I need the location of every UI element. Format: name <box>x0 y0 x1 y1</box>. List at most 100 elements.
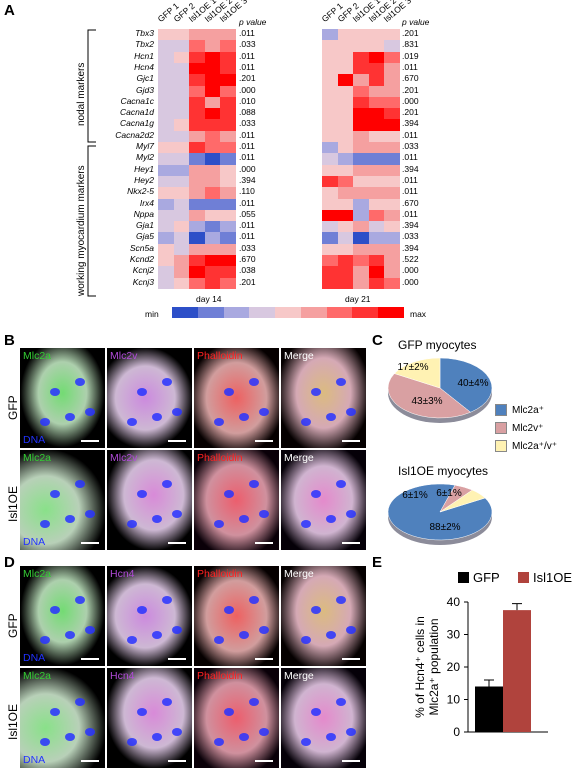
heatmap-cell <box>337 96 353 109</box>
heatmap-cell <box>322 164 338 177</box>
scale-bar <box>342 760 360 762</box>
nucleus-blob <box>259 408 269 416</box>
p-value: .011 <box>239 220 255 231</box>
heatmap-cell <box>368 29 384 41</box>
heatmap-cell <box>189 74 205 86</box>
nucleus-blob <box>85 626 95 634</box>
heatmap-cell <box>204 51 220 64</box>
heatmap-cell <box>204 232 220 244</box>
heatmap-cell <box>220 29 236 41</box>
p-value: .011 <box>402 152 418 163</box>
pie-slice <box>393 357 441 389</box>
heatmap-cell <box>368 62 384 75</box>
heatmap-cell <box>322 175 338 188</box>
nucleus-blob <box>239 413 249 421</box>
heatmap-cell <box>353 255 369 267</box>
heatmap-cell <box>384 175 400 188</box>
d-gfp-hcn4-image: Hcn4 <box>107 566 192 666</box>
heatmap-cell <box>384 255 400 267</box>
heatmap-cell <box>158 62 174 75</box>
heatmap-cell <box>220 108 236 120</box>
nucleus-blob <box>162 480 172 488</box>
bar-chart-hcn4: 0 10 20 30 40 % of Hcn4⁺ cells inMlc2a⁺ popul… <box>413 570 572 739</box>
heatmap-cell <box>189 221 205 233</box>
heatmap-cell <box>173 153 189 165</box>
heatmap-cell <box>353 198 369 211</box>
nucleus-blob <box>172 728 182 736</box>
scale-swatch <box>197 307 224 318</box>
heatmap-cell <box>220 74 236 86</box>
heatmap-cell <box>158 164 174 177</box>
bar <box>475 686 503 732</box>
heatmap-cell <box>220 277 236 290</box>
p-value: .000 <box>239 163 256 174</box>
heatmap-cell <box>384 221 400 233</box>
nucleus-blob <box>172 510 182 518</box>
legend-label: Mlc2a⁺ <box>512 404 544 416</box>
heatmap-cell <box>204 187 220 199</box>
pie-slice-label: 40±4% <box>457 378 488 389</box>
heatmap-cell <box>158 198 174 211</box>
heatmap-cell <box>384 85 400 98</box>
heatmap-cell <box>353 187 369 199</box>
heatmap-cell <box>384 243 400 256</box>
heatmap-cell <box>368 40 384 52</box>
heatmap-cell <box>368 153 384 165</box>
gene-label: Hey1 <box>134 163 154 174</box>
heatmap-cell <box>220 119 236 131</box>
p-value: .011 <box>239 129 255 140</box>
heatmap-cell <box>337 40 353 52</box>
heatmap-cell <box>158 74 174 86</box>
dna-label: DNA <box>23 434 46 446</box>
nucleus-blob <box>152 413 162 421</box>
nucleus-blob <box>162 596 172 604</box>
scale-swatch <box>300 307 327 318</box>
gene-label: Hey2 <box>134 174 154 185</box>
heatmap-cell <box>220 85 236 98</box>
heatmap-cell <box>368 51 384 64</box>
group-brackets <box>87 29 96 297</box>
row-label-isl1oe-d: Isl1OE <box>6 703 20 740</box>
heatmap-cell <box>322 108 338 120</box>
heatmap-cell <box>322 130 338 143</box>
nucleus-blob <box>311 606 321 614</box>
heatmap-cell <box>337 164 353 177</box>
nucleus-blob <box>346 510 356 518</box>
nucleus-blob <box>50 490 60 498</box>
nucleus-blob <box>65 515 75 523</box>
heatmap-cell <box>368 74 384 86</box>
channel-label: Merge <box>284 670 314 682</box>
gene-label: Cacna1d <box>119 107 154 118</box>
gene-label: Nppa <box>133 208 154 219</box>
heatmap-cell <box>158 266 174 278</box>
channel-label: Merge <box>284 350 314 362</box>
heatmap-cell <box>353 175 369 188</box>
pie-slice-label: 6±1% <box>402 490 428 501</box>
nucleus-blob <box>50 708 60 716</box>
legend-label: Mlc2v⁺ <box>512 422 544 434</box>
pie-slice-label: 17±2% <box>397 362 428 373</box>
heatmap-cell <box>384 232 400 244</box>
panel-label-c: C <box>372 332 383 349</box>
heatmap-cell <box>189 119 205 131</box>
nucleus-blob <box>224 606 234 614</box>
legend-label: Isl1OE <box>533 570 572 585</box>
heatmap-cell <box>173 29 189 41</box>
heatmap-cell <box>337 198 353 211</box>
nucleus-blob <box>127 418 137 426</box>
nucleus-blob <box>336 596 346 604</box>
p-value: .000 <box>402 95 419 106</box>
heatmap-cell <box>220 62 236 75</box>
heatmap-cell <box>337 51 353 64</box>
nucleus-blob <box>40 520 50 528</box>
heatmap-cell <box>204 175 220 188</box>
nucleus-blob <box>239 733 249 741</box>
heatmap-cell <box>368 164 384 177</box>
heatmap-cell <box>384 96 400 109</box>
heatmap-cell <box>204 153 220 165</box>
heatmap-cell <box>337 142 353 154</box>
scale-bar <box>81 440 99 442</box>
gene-label: Gja5 <box>136 231 154 242</box>
scale-bar <box>168 658 186 660</box>
heatmap-cell <box>384 74 400 86</box>
